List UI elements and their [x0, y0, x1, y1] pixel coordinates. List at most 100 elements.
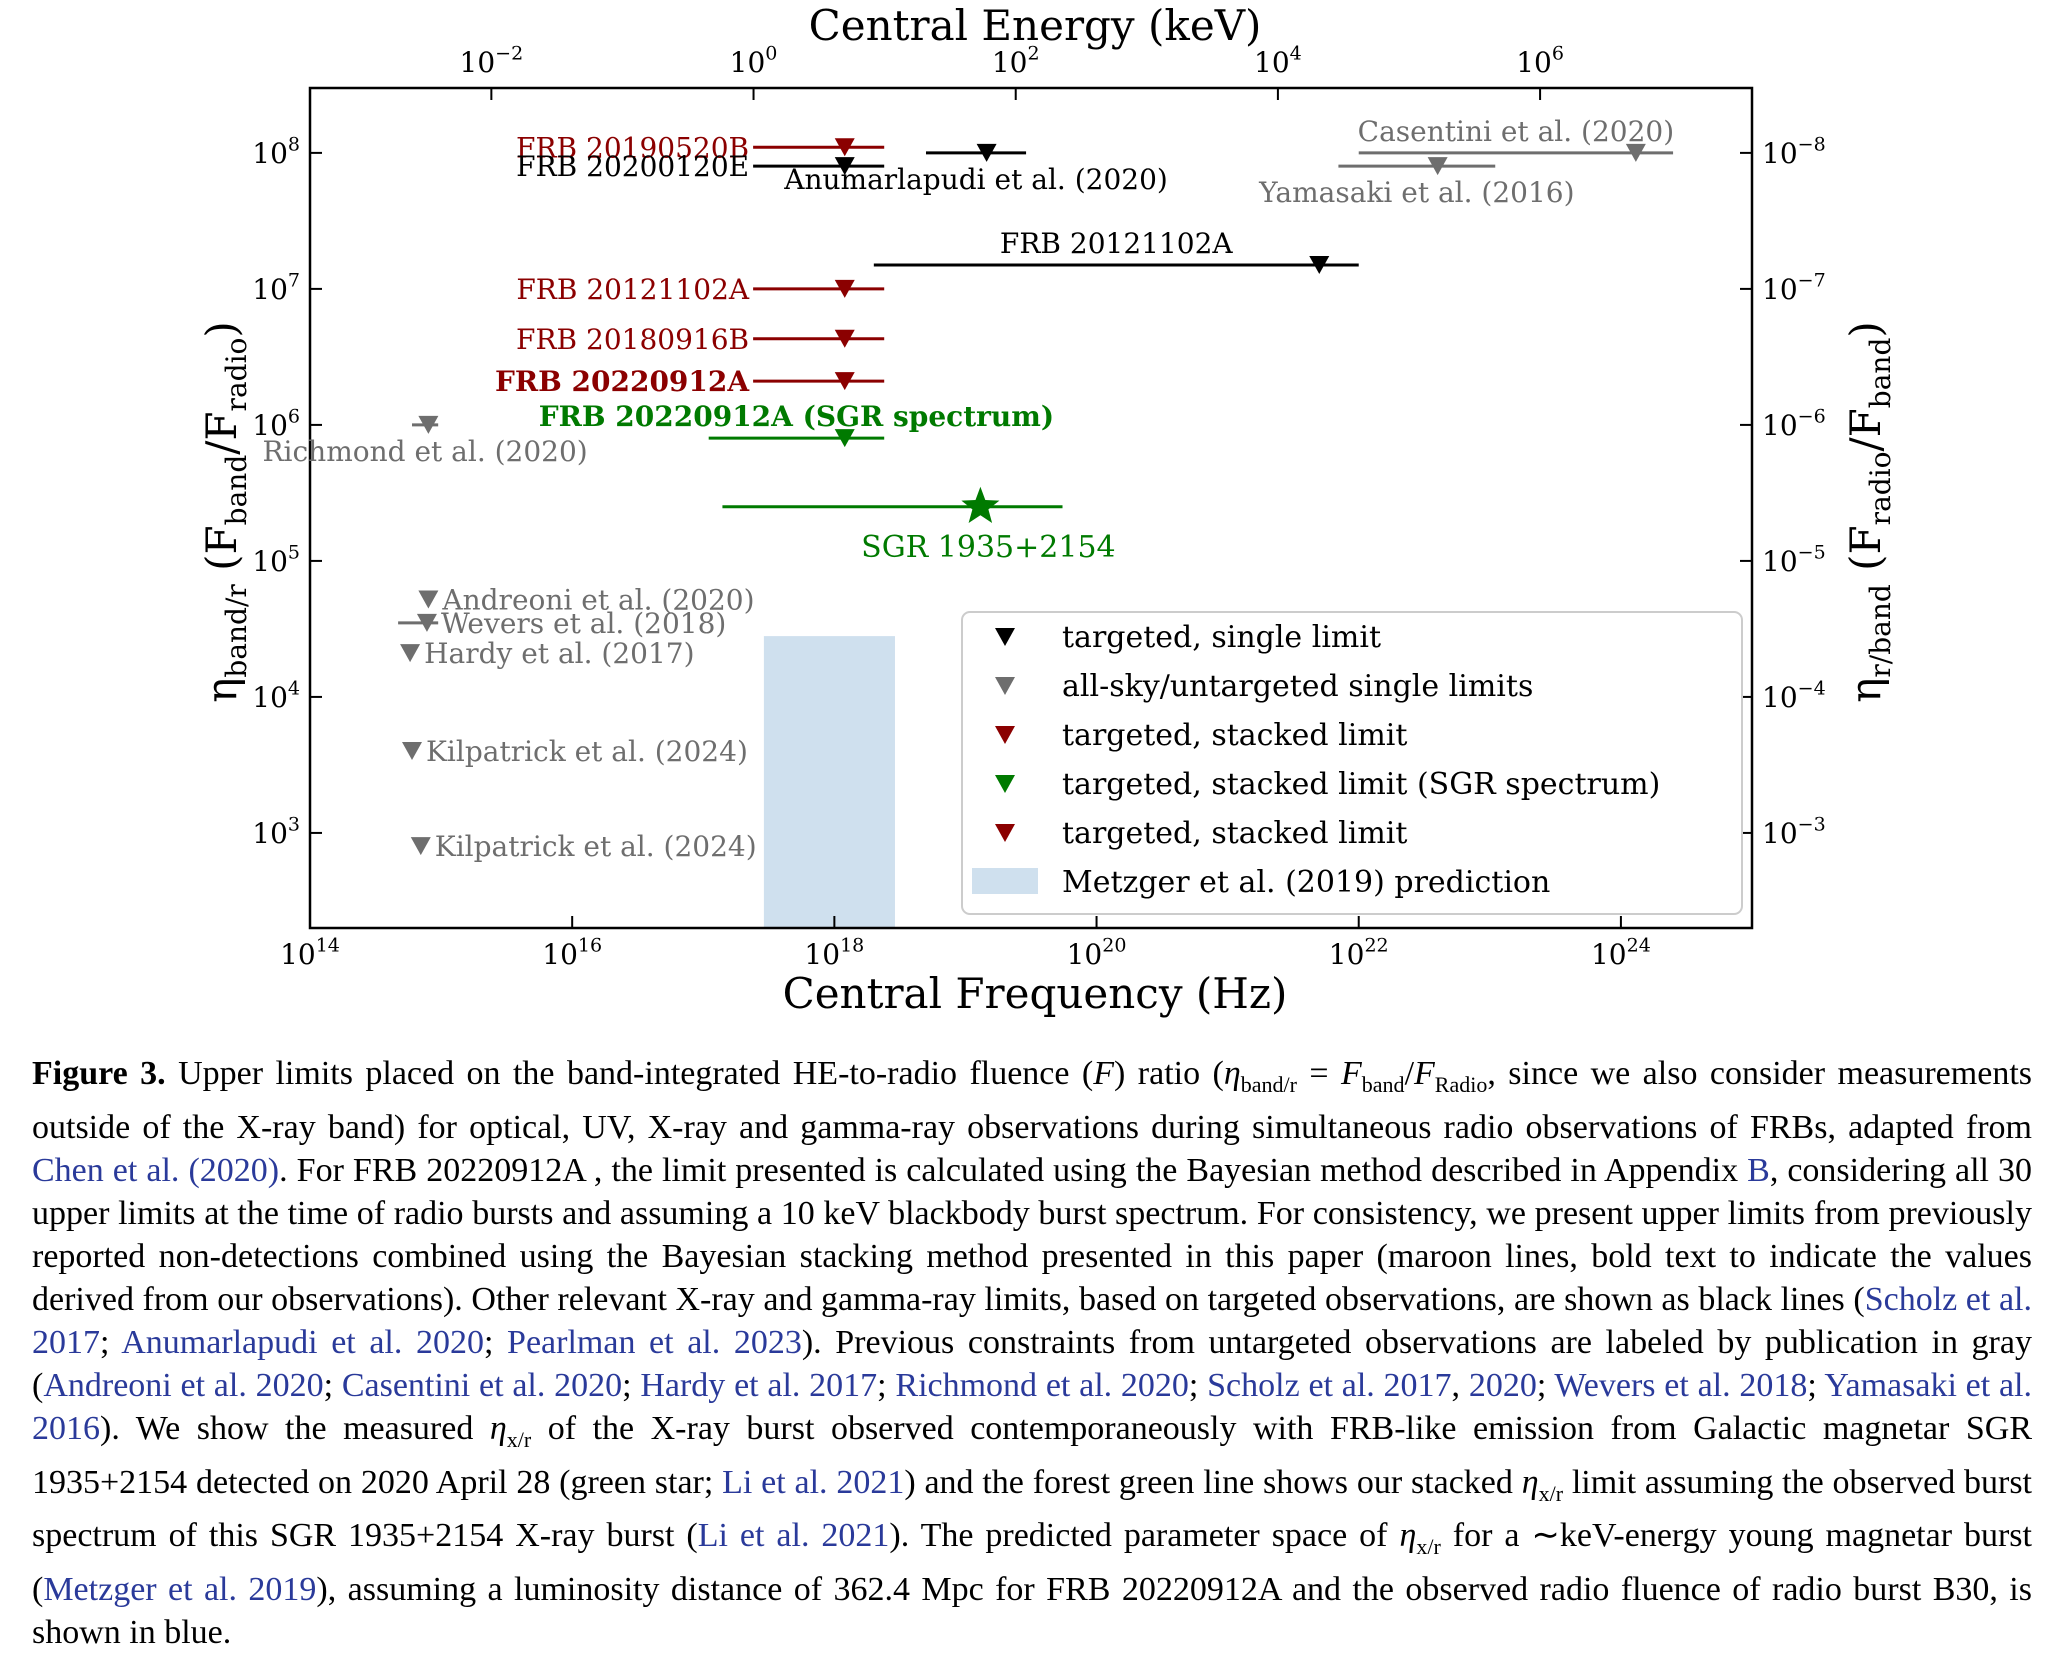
- limit-label: Andreoni et al. (2020): [441, 584, 754, 617]
- legend-marker: [995, 628, 1015, 646]
- legend-label: targeted, stacked limit (SGR spectrum): [1062, 767, 1660, 802]
- caption-math: band: [1361, 1071, 1405, 1097]
- figure-caption: Figure 3. Upper limits placed on the ban…: [32, 1052, 2032, 1654]
- sgr-star-marker: [961, 486, 1000, 523]
- legend-label: targeted, stacked limit: [1062, 718, 1407, 753]
- limit-label: FRB 20220912A (SGR spectrum): [539, 400, 1054, 433]
- top-tick-label: 10−2: [460, 42, 524, 79]
- legend-label: Metzger et al. (2019) prediction: [1062, 865, 1550, 900]
- limit-marker: [976, 143, 997, 162]
- caption-math: x/r: [1538, 1480, 1564, 1506]
- caption-math: x/r: [1416, 1534, 1441, 1560]
- citation-link[interactable]: Chen et al.: [32, 1151, 180, 1189]
- caption-math: F: [1341, 1055, 1362, 1092]
- limit-label: Casentini et al. (2020): [1358, 115, 1674, 148]
- citation-link[interactable]: Li et al. 2021: [722, 1463, 905, 1501]
- caption-text: =: [1296, 1055, 1342, 1092]
- caption-text: ). The predicted parameter space of: [889, 1517, 1400, 1555]
- citation-link[interactable]: Yamasaki et al. 2016: [32, 1366, 2032, 1447]
- legend-marker: [995, 677, 1015, 695]
- plot-area: [308, 86, 1754, 930]
- y-tick-label: 107: [252, 269, 300, 306]
- caption-math: η: [1521, 1463, 1539, 1501]
- citation-link[interactable]: Hardy et al. 2017: [640, 1366, 878, 1404]
- top-tick-label: 102: [992, 42, 1040, 79]
- citation-link[interactable]: Pearlman et al. 2023: [507, 1323, 802, 1361]
- top-tick-label: 104: [1254, 42, 1302, 79]
- right-axis-title: ηr/band (Fradio/Fband): [1841, 321, 1897, 703]
- limit-label: Hardy et al. (2017): [424, 637, 694, 670]
- legend-marker: [995, 824, 1015, 842]
- limit-marker: [400, 644, 421, 663]
- right-tick-label: 10−8: [1762, 133, 1826, 170]
- right-tick-label: 10−6: [1762, 405, 1826, 442]
- caption-text: ;: [1807, 1366, 1825, 1404]
- caption-text: for a ∼keV-energy young magnetar burst (: [32, 1517, 2032, 1609]
- x-tick-label: 1014: [280, 934, 340, 971]
- caption-text: ). We show the measured: [100, 1409, 490, 1447]
- caption-text: ), assuming a luminosity distance of 362…: [32, 1571, 2032, 1652]
- right-tick-label: 10−4: [1762, 677, 1826, 714]
- caption-label: Figure 3.: [32, 1055, 166, 1092]
- limit-marker: [834, 279, 855, 298]
- legend-marker: [995, 775, 1015, 793]
- limit-label: Kilpatrick et al. (2024): [426, 735, 748, 768]
- y-tick-label: 103: [252, 813, 300, 850]
- citation-link[interactable]: Casentini et al. 2020: [341, 1366, 623, 1404]
- caption-math: x/r: [506, 1426, 532, 1452]
- citation-link[interactable]: Anumarlapudi et al. 2020: [121, 1323, 484, 1361]
- x-tick-label: 1018: [804, 934, 864, 971]
- legend-patch: [972, 868, 1038, 894]
- limit-marker: [418, 590, 439, 609]
- caption-text: limit assuming the observed burst spectr…: [32, 1463, 2033, 1555]
- limit-marker: [410, 837, 431, 856]
- caption-math: band/r: [1240, 1071, 1297, 1097]
- legend-frame: [961, 611, 1743, 915]
- caption-math: F: [1093, 1055, 1115, 1092]
- x-tick-label: 1022: [1329, 934, 1389, 971]
- appendix-link[interactable]: B: [1747, 1151, 1770, 1189]
- citation-link[interactable]: Wevers et al. 2018: [1554, 1366, 1808, 1404]
- limit-label: FRB 20121102A: [1000, 227, 1234, 260]
- y-tick-label: 104: [252, 677, 300, 714]
- y-tick-label: 106: [252, 405, 300, 442]
- citation-link[interactable]: Scholz et al. 2017: [32, 1280, 2032, 1361]
- caption-text: of the X-ray burst observed contemporane…: [32, 1409, 2032, 1501]
- citation-link[interactable]: Scholz et al. 2017: [1207, 1366, 1452, 1404]
- limit-marker: [1309, 255, 1330, 274]
- citation-link[interactable]: Li et al. 2021: [697, 1517, 890, 1555]
- citation-link[interactable]: 2020: [1468, 1366, 1537, 1404]
- caption-text: Upper limits placed on the band-integrat…: [165, 1055, 1094, 1092]
- caption-math: η: [489, 1409, 507, 1447]
- caption-text: /: [1404, 1055, 1415, 1092]
- limit-marker: [834, 429, 855, 448]
- limit-marker: [834, 329, 855, 348]
- x-tick-label: 1016: [542, 934, 602, 971]
- limit-label: Kilpatrick et al. (2024): [435, 830, 757, 863]
- citation-link[interactable]: Andreoni et al. 2020: [43, 1366, 324, 1404]
- top-tick-label: 106: [1516, 42, 1564, 79]
- limit-label: FRB 20200120E: [516, 150, 749, 183]
- limit-marker: [1427, 157, 1448, 176]
- caption-text: ;: [323, 1366, 342, 1404]
- limit-marker: [416, 613, 437, 632]
- x-tick-label: 1024: [1591, 934, 1651, 971]
- y-tick-label: 105: [252, 541, 300, 578]
- metzger-prediction-region: [763, 636, 895, 928]
- caption-text: ;: [1536, 1366, 1555, 1404]
- caption-text: ,: [1451, 1366, 1469, 1404]
- limit-label: Wevers et al. (2018): [441, 607, 726, 640]
- citation-link[interactable]: (2020): [188, 1151, 280, 1189]
- caption-text: , considering all 30 upper limits at the…: [32, 1151, 2033, 1318]
- citation-link[interactable]: Metzger et al. 2019: [43, 1571, 317, 1609]
- bottom-axis-title: Central Frequency (Hz): [783, 969, 1288, 1018]
- limit-label: FRB 20220912A: [495, 365, 750, 398]
- limit-label: FRB 20121102A: [516, 273, 750, 306]
- right-tick-label: 10−7: [1762, 269, 1826, 306]
- citation-link[interactable]: Richmond et al. 2020: [895, 1366, 1189, 1404]
- top-tick-label: 100: [730, 42, 778, 79]
- caption-math: η: [1223, 1055, 1241, 1092]
- limit-marker: [418, 415, 439, 434]
- caption-text: ) and the forest green line shows our st…: [904, 1463, 1522, 1501]
